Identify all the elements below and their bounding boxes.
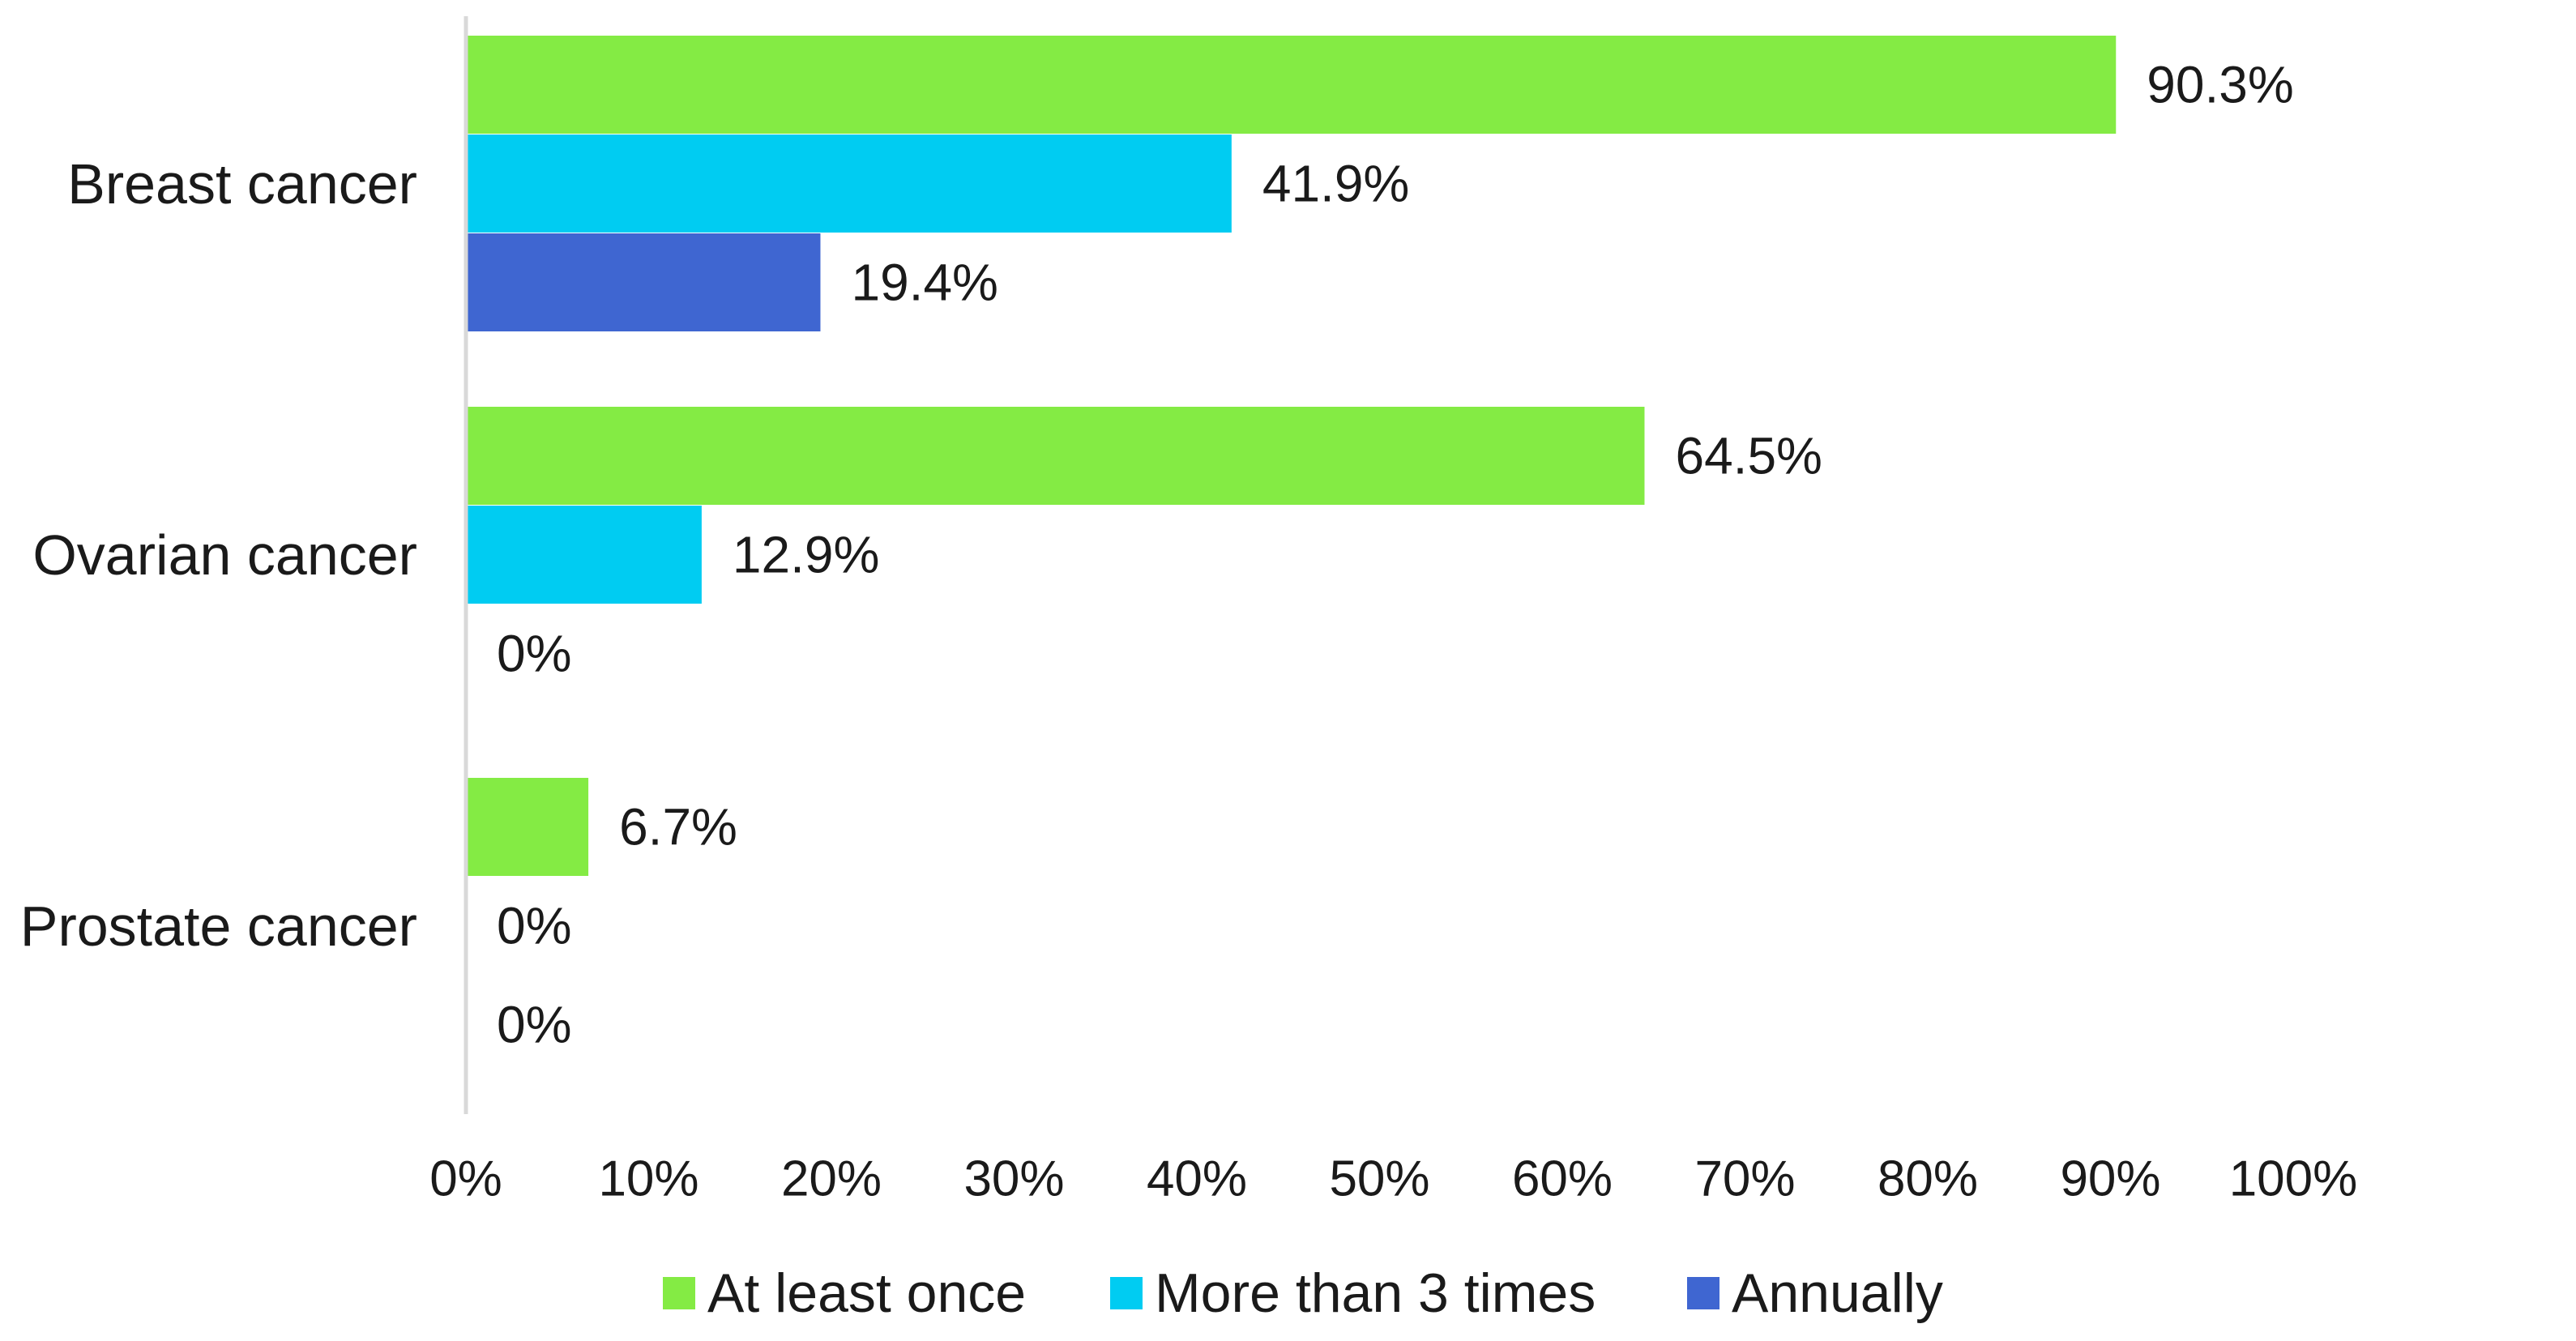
bar-at-least-once <box>466 778 589 876</box>
legend-label: At least once <box>707 1262 1026 1324</box>
bar-at-least-once <box>466 407 1645 505</box>
legend-label: Annually <box>1732 1262 1943 1324</box>
data-label: 0% <box>497 897 572 955</box>
data-labels-layer: 90.3% 41.9% 19.4% 64.5% 12.9% 0% 6.7% 0% 0% <box>497 56 2294 1054</box>
category-label: Breast cancer <box>67 152 417 216</box>
category-label: Ovarian cancer <box>32 523 417 587</box>
legend-item: Annually <box>1687 1262 1943 1324</box>
legend-swatch <box>663 1277 695 1309</box>
x-tick-label: 20% <box>781 1151 882 1207</box>
x-tick-label: 70% <box>1694 1151 1795 1207</box>
x-tick-label: 40% <box>1147 1151 1247 1207</box>
data-label: 64.5% <box>1675 427 1822 485</box>
bar-annually <box>466 233 821 331</box>
legend-item: At least once <box>663 1262 1026 1324</box>
legend-swatch <box>1687 1277 1719 1309</box>
bars-layer <box>466 36 2117 876</box>
data-label: 6.7% <box>619 798 737 856</box>
data-label: 0% <box>497 996 572 1054</box>
bar-more-than-3-times <box>466 135 1232 233</box>
x-tick-label: 50% <box>1329 1151 1429 1207</box>
legend-label: More than 3 times <box>1155 1262 1596 1324</box>
legend: At least once More than 3 times Annually <box>663 1262 1943 1324</box>
x-tick-label: 100% <box>2229 1151 2358 1207</box>
data-label: 12.9% <box>733 526 879 584</box>
category-label: Prostate cancer <box>20 895 417 958</box>
data-label: 19.4% <box>851 254 998 312</box>
category-labels-layer: Breast cancer Ovarian cancer Prostate canc… <box>20 152 417 958</box>
x-tick-label: 10% <box>598 1151 698 1207</box>
x-tick-label: 30% <box>963 1151 1064 1207</box>
data-label: 0% <box>497 625 572 683</box>
data-label: 90.3% <box>2147 56 2293 114</box>
bar-more-than-3-times <box>466 506 702 604</box>
x-tick-label: 0% <box>429 1151 502 1207</box>
legend-swatch <box>1110 1277 1143 1309</box>
x-tick-label: 80% <box>1878 1151 1978 1207</box>
data-label: 41.9% <box>1262 155 1409 213</box>
x-tick-label: 60% <box>1512 1151 1613 1207</box>
legend-item: More than 3 times <box>1110 1262 1596 1324</box>
x-axis-ticks: 0% 10% 20% 30% 40% 50% 60% 70% 80% 90% 100% <box>429 1151 2357 1207</box>
x-tick-label: 90% <box>2060 1151 2160 1207</box>
bar-at-least-once <box>466 36 2117 134</box>
